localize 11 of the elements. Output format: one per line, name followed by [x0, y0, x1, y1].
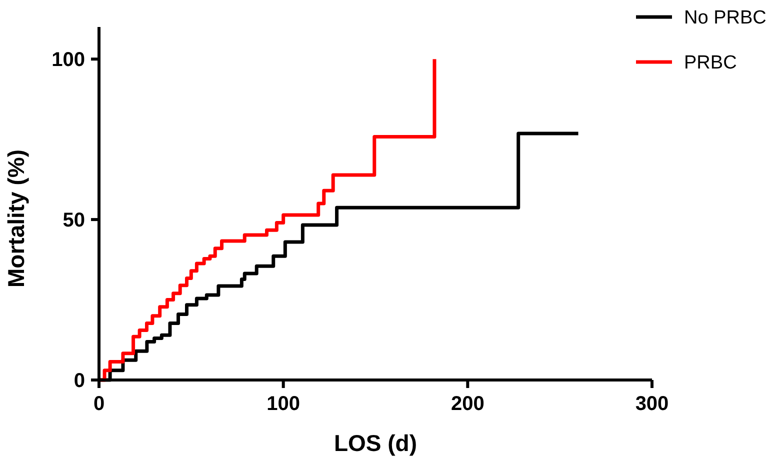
y-axis-title: Mortality (%) — [3, 150, 29, 288]
x-tick-label: 0 — [93, 393, 105, 415]
x-tick-label: 300 — [635, 393, 669, 415]
x-tick-label: 100 — [266, 393, 300, 415]
legend-label: PRBC — [684, 52, 737, 74]
y-tick-label: 100 — [52, 49, 85, 72]
y-tick-label: 0 — [74, 370, 85, 392]
x-axis-title: LOS (d) — [334, 430, 418, 456]
y-tick-label: 50 — [62, 210, 85, 232]
legend-label: No PRBC — [684, 8, 766, 29]
x-tick-label: 200 — [450, 393, 484, 415]
